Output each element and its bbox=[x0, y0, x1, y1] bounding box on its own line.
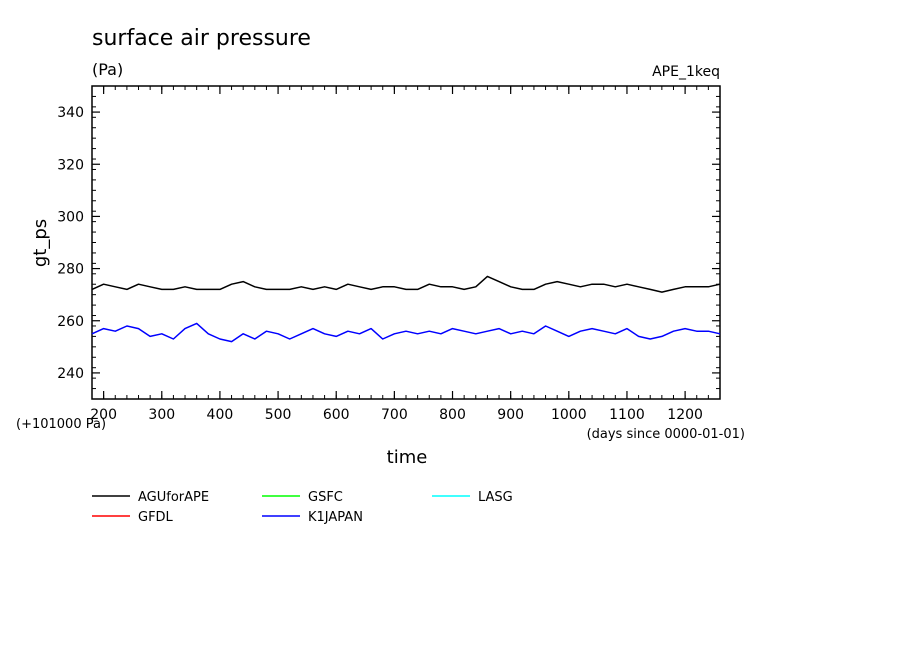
x-tick-label: 1000 bbox=[551, 407, 587, 423]
x-tick-label: 1200 bbox=[667, 407, 703, 423]
y-offset-note: (+101000 Pa) bbox=[16, 417, 106, 432]
plot-area: 200 300 400 500 600 700 800 900 1000 1100 1200 240 2… bbox=[57, 85, 721, 423]
x-tick-label: 300 bbox=[148, 407, 175, 423]
series-line-k1japan bbox=[91, 322, 721, 343]
x-tick-label: 600 bbox=[323, 407, 350, 423]
plot-frame bbox=[91, 85, 721, 400]
y-tick-label: 260 bbox=[57, 314, 84, 330]
series-layer bbox=[91, 275, 721, 343]
legend-label-k1japan: K1JAPAN bbox=[308, 510, 363, 525]
y-tick-label: 280 bbox=[57, 262, 84, 278]
x-tick-label: 1100 bbox=[609, 407, 645, 423]
chart-units: (Pa) bbox=[92, 60, 123, 79]
legend: AGUforAPE GSFC LASG GFDL K1JAPAN bbox=[92, 490, 513, 525]
legend-label-gfdl: GFDL bbox=[138, 510, 174, 525]
chart-title: surface air pressure bbox=[92, 26, 311, 51]
y-axis-label: gt_ps bbox=[30, 219, 51, 267]
dataset-label: APE_1keq bbox=[652, 64, 720, 80]
x-tick-label: 900 bbox=[497, 407, 524, 423]
x-tick-label: 800 bbox=[439, 407, 466, 423]
legend-label-gsfc: GSFC bbox=[308, 490, 343, 505]
y-tick-label: 320 bbox=[57, 157, 84, 173]
series-line-aguforape bbox=[91, 275, 721, 293]
x-tick-label: 500 bbox=[265, 407, 292, 423]
y-tick-label: 300 bbox=[57, 209, 84, 225]
y-tick-label: 240 bbox=[57, 366, 84, 382]
x-axis-label: time bbox=[387, 447, 428, 468]
x-tick-label: 200 bbox=[90, 407, 117, 423]
legend-label-lasg: LASG bbox=[478, 490, 513, 505]
legend-label-aguforape: AGUforAPE bbox=[138, 490, 209, 505]
x-unit-note: (days since 0000-01-01) bbox=[587, 427, 745, 442]
x-tick-label: 700 bbox=[381, 407, 408, 423]
x-tick-label: 400 bbox=[207, 407, 234, 423]
y-tick-label: 340 bbox=[57, 105, 84, 121]
